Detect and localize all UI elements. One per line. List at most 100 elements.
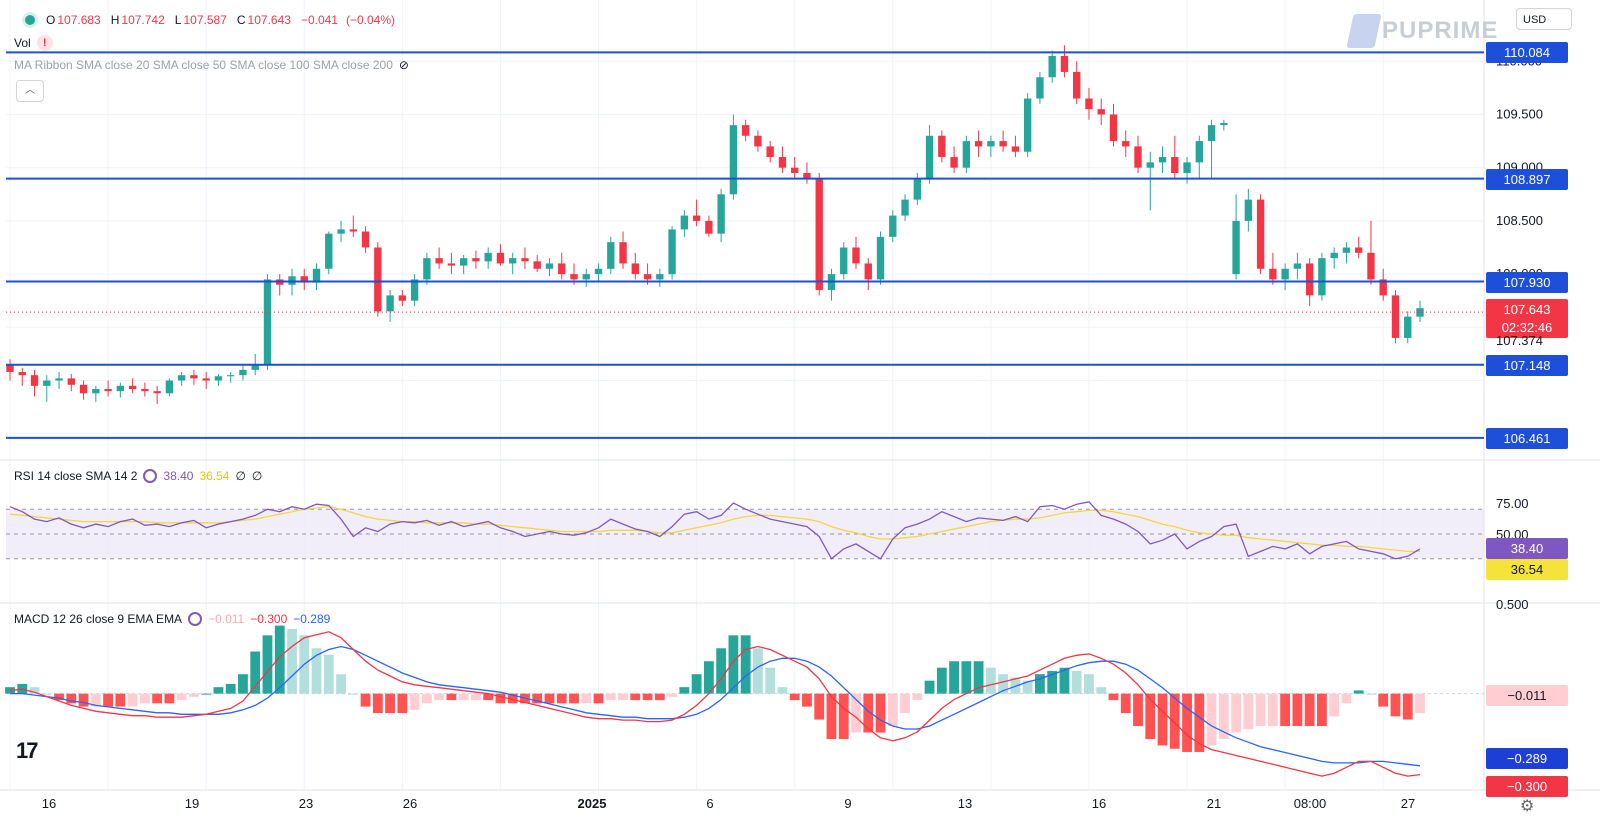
refresh-icon[interactable] [143,469,158,483]
countdown-badge[interactable]: 02:32:46 [1486,317,1568,339]
candle-body [239,369,247,376]
macd-histogram-bar [1366,693,1376,695]
macd-histogram-bar [1378,693,1389,707]
level-price-badge[interactable]: 108.897 [1486,168,1568,190]
candle-body [484,252,492,262]
macd-histogram-bar [1353,690,1364,694]
candle-body [840,247,848,275]
macd-histogram-bar [887,693,898,727]
candle-body [349,229,357,232]
settings-gear-icon[interactable]: ⚙ [1520,798,1535,815]
macd-histogram-bar [78,693,89,707]
currency-select[interactable]: USD [1516,8,1572,30]
macd-hist-badge[interactable]: −0.011 [1486,685,1568,707]
candle-body [18,372,26,376]
macd-histogram-bar [654,693,665,701]
macd-histogram-bar [851,693,861,733]
candle-body [6,364,14,372]
macd-histogram-bar [262,635,273,694]
macd-value-badge[interactable]: −0.300 [1486,776,1568,798]
candle-body [190,375,198,379]
candle-body [1122,141,1130,147]
candle-body [925,135,934,179]
candle-body [754,135,762,147]
rsi-axis-partial-label: 0.500 [1496,597,1529,612]
level-price-badge[interactable]: 107.930 [1486,271,1568,293]
candle-body [447,263,456,266]
high-value: 107.742 [121,13,165,27]
macd-histogram-bar [29,687,40,694]
macd-histogram-bar [863,693,874,733]
close-value: 107.643 [247,13,291,27]
candle-body [435,258,443,264]
rsi-tick-label: 50.00 [1496,527,1529,542]
eye-hidden-icon[interactable]: ⊘ [398,58,409,72]
macd-histogram-bar [998,674,1009,694]
candle-body [680,215,689,230]
rsi-sma-badge[interactable]: 36.54 [1486,558,1568,580]
candle-body [1355,247,1363,253]
time-tick-label: 21 [1206,796,1222,811]
candle-body [459,258,468,266]
ma-ribbon-legend[interactable]: MA Ribbon SMA close 20 SMA close 50 SMA … [14,58,409,72]
candle-body [1011,146,1020,152]
candle-body [668,229,676,275]
candle-body [1391,295,1400,338]
candle-body [1097,109,1105,115]
rsi-tick-label: 75.00 [1496,496,1529,511]
macd-histogram-bar [164,693,175,704]
tradingview-logo[interactable]: 17 [16,738,39,763]
rsi-value-badge[interactable]: 38.40 [1486,538,1568,560]
collapse-legend-button[interactable]: ︿ [16,80,44,102]
vol-legend[interactable]: Vol ! [14,35,53,51]
candle-body [876,236,885,280]
macd-histogram-bar [900,693,910,714]
candle-body [656,274,664,280]
price-tick-label: 109.500 [1496,106,1543,121]
macd-histogram-bar [593,693,604,704]
warning-icon[interactable]: ! [36,35,53,51]
last-price-badge[interactable]: 107.643 [1486,299,1568,321]
candle-body [778,157,787,168]
time-tick-label: 26 [402,796,418,811]
macd-histogram-bar [1243,693,1254,730]
candle-body [202,378,210,381]
refresh-icon[interactable] [188,612,203,626]
macd-legend[interactable]: MACD 12 26 close 9 EMA EMA −0.011 −0.300… [14,612,330,626]
candle-body [913,178,921,200]
macd-hist-value: −0.011 [208,612,245,626]
rsi-legend[interactable]: RSI 14 close SMA 14 2 38.40 36.54 ∅ ∅ [14,469,262,483]
candle-body [263,279,272,365]
macd-histogram-bar [90,693,101,707]
macd-histogram-bar [115,693,126,707]
macd-histogram-bar [336,674,346,694]
signal-value-badge[interactable]: −0.289 [1486,748,1568,770]
candle-body [177,375,186,381]
candle-body [533,261,541,269]
candle-body [545,263,554,269]
macd-line [9,631,1421,777]
candle-body [815,178,823,291]
macd-histogram-bar [225,683,236,694]
rsi-extra-2: ∅ [251,469,263,483]
candle-body [1281,268,1289,280]
macd-label: MACD 12 26 close 9 EMA EMA [14,612,183,626]
candle-body [594,268,603,275]
macd-histogram-bar [1415,693,1425,714]
macd-histogram-bar [1255,693,1266,727]
level-price-badge[interactable]: 107.148 [1486,354,1568,376]
candle-body [1207,125,1216,142]
candle-body [607,242,615,269]
level-price-badge[interactable]: 106.461 [1486,427,1568,449]
macd-histogram-bar [189,693,199,697]
candle-body [1256,199,1265,269]
macd-histogram-bar [765,667,776,694]
candle-body [852,247,860,264]
candle-body [1244,199,1253,221]
level-price-badge[interactable]: 110.084 [1486,42,1568,64]
candle-body [337,229,345,234]
candle-body [570,274,578,280]
chevron-up-icon: ︿ [25,85,35,96]
